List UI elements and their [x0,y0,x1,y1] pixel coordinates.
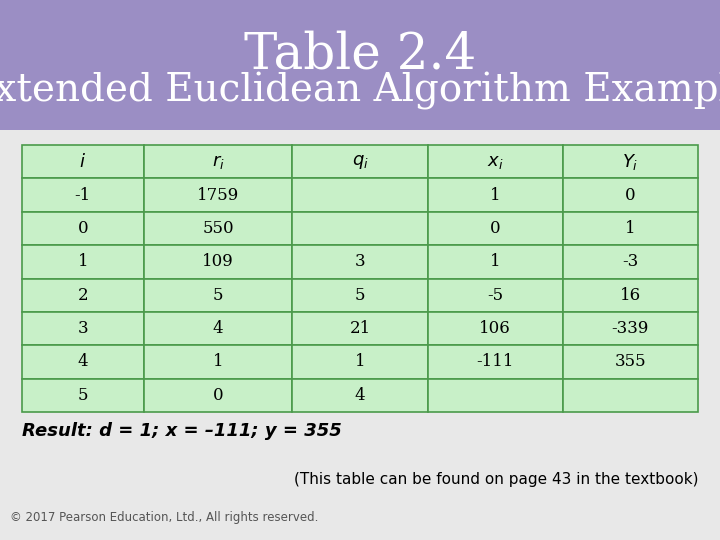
FancyBboxPatch shape [144,245,292,279]
Text: 550: 550 [202,220,234,237]
FancyBboxPatch shape [428,178,563,212]
FancyBboxPatch shape [22,245,144,279]
Text: -3: -3 [622,253,639,271]
FancyBboxPatch shape [563,145,698,178]
FancyBboxPatch shape [144,345,292,379]
FancyBboxPatch shape [22,345,144,379]
FancyBboxPatch shape [428,345,563,379]
FancyBboxPatch shape [292,178,428,212]
FancyBboxPatch shape [292,379,428,412]
FancyBboxPatch shape [22,178,144,212]
Text: 0: 0 [78,220,88,237]
Text: 0: 0 [212,387,223,404]
FancyBboxPatch shape [292,312,428,345]
Text: 0: 0 [490,220,500,237]
FancyBboxPatch shape [22,312,144,345]
Text: 1: 1 [355,354,365,370]
Text: -339: -339 [612,320,649,337]
FancyBboxPatch shape [292,145,428,178]
FancyBboxPatch shape [428,312,563,345]
FancyBboxPatch shape [292,279,428,312]
Text: 1: 1 [490,253,500,271]
Text: -111: -111 [477,354,514,370]
FancyBboxPatch shape [144,312,292,345]
Text: 16: 16 [620,287,641,303]
Text: 5: 5 [78,387,88,404]
Text: Result: d = 1; x = –111; y = 355: Result: d = 1; x = –111; y = 355 [22,422,342,440]
FancyBboxPatch shape [563,245,698,279]
FancyBboxPatch shape [563,279,698,312]
Text: 2: 2 [78,287,88,303]
FancyBboxPatch shape [563,178,698,212]
Text: 21: 21 [349,320,371,337]
FancyBboxPatch shape [22,379,144,412]
Text: Table 2.4: Table 2.4 [244,30,476,79]
Text: -5: -5 [487,287,503,303]
FancyBboxPatch shape [563,212,698,245]
Text: 5: 5 [355,287,365,303]
FancyBboxPatch shape [22,212,144,245]
Text: 1: 1 [490,186,500,204]
Text: © 2017 Pearson Education, Ltd., All rights reserved.: © 2017 Pearson Education, Ltd., All righ… [10,511,318,524]
FancyBboxPatch shape [428,279,563,312]
FancyBboxPatch shape [428,379,563,412]
FancyBboxPatch shape [292,212,428,245]
Text: 0: 0 [625,186,636,204]
Text: $i$: $i$ [79,153,86,171]
Text: 355: 355 [615,354,647,370]
FancyBboxPatch shape [144,145,292,178]
FancyBboxPatch shape [563,379,698,412]
FancyBboxPatch shape [0,0,720,130]
Text: (This table can be found on page 43 in the textbook): (This table can be found on page 43 in t… [294,472,698,487]
Text: Extended Euclidean Algorithm Example: Extended Euclidean Algorithm Example [0,72,720,110]
FancyBboxPatch shape [144,212,292,245]
Text: 1: 1 [212,354,223,370]
Text: 5: 5 [213,287,223,303]
Text: 109: 109 [202,253,234,271]
FancyBboxPatch shape [144,279,292,312]
Text: $r_i$: $r_i$ [212,153,225,171]
Text: 1: 1 [625,220,636,237]
Text: 4: 4 [355,387,365,404]
Text: $x_i$: $x_i$ [487,153,503,171]
FancyBboxPatch shape [563,345,698,379]
FancyBboxPatch shape [428,145,563,178]
FancyBboxPatch shape [144,178,292,212]
Text: 1: 1 [78,253,88,271]
Text: 4: 4 [78,354,88,370]
Text: 3: 3 [355,253,365,271]
FancyBboxPatch shape [563,312,698,345]
FancyBboxPatch shape [292,345,428,379]
Text: 1759: 1759 [197,186,239,204]
Text: 4: 4 [212,320,223,337]
FancyBboxPatch shape [292,245,428,279]
FancyBboxPatch shape [0,130,720,540]
FancyBboxPatch shape [144,379,292,412]
FancyBboxPatch shape [22,279,144,312]
Text: $Y_i$: $Y_i$ [622,152,639,172]
FancyBboxPatch shape [428,245,563,279]
FancyBboxPatch shape [428,212,563,245]
Text: -1: -1 [75,186,91,204]
Text: 3: 3 [78,320,88,337]
Text: $q_i$: $q_i$ [351,153,369,171]
FancyBboxPatch shape [22,145,144,178]
Text: 106: 106 [480,320,511,337]
